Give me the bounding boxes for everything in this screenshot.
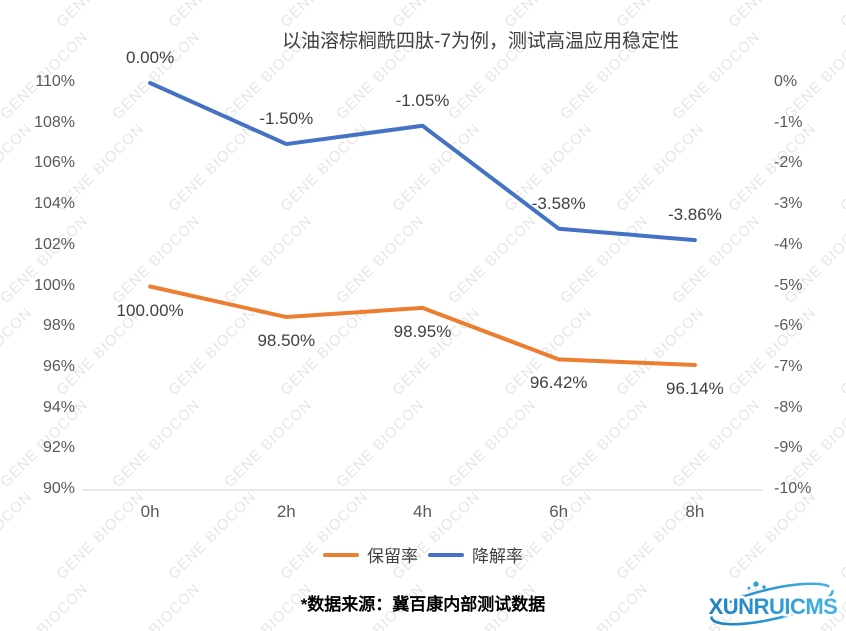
- y-axis-left-tick: 98%: [42, 317, 75, 335]
- logo-swoosh: [710, 582, 834, 626]
- y-axis-right-tick: -3%: [774, 195, 803, 213]
- data-label: 100.00%: [116, 300, 184, 320]
- legend-label-degradation: 降解率: [472, 547, 523, 566]
- y-axis-left-tick: 92%: [42, 439, 75, 457]
- y-axis-left-tick: 96%: [42, 357, 75, 375]
- data-label: 96.14%: [666, 379, 724, 399]
- legend-item-degradation: 降解率: [428, 542, 523, 567]
- y-axis-right-tick: -10%: [774, 480, 812, 497]
- y-axis-right-tick: -6%: [774, 317, 803, 335]
- y-axis-right-tick: -4%: [774, 235, 803, 253]
- y-axis-right-tick: -7%: [774, 357, 803, 375]
- data-label: 96.42%: [529, 373, 588, 393]
- legend: 保留率 降解率: [0, 542, 846, 567]
- logo-text: XUNRUICMS: [709, 594, 838, 619]
- data-label: -1.05%: [395, 90, 450, 110]
- y-axis-left-tick: 104%: [34, 195, 75, 213]
- retention-line: [148, 284, 697, 368]
- data-label: -3.86%: [667, 205, 722, 225]
- logo-dot: [747, 586, 751, 590]
- legend-label-retention: 保留率: [367, 547, 418, 566]
- logo-dot: [762, 585, 766, 589]
- retention-line-swatch: [323, 552, 359, 557]
- xunruicms-logo: XUNRUICMS: [700, 578, 846, 631]
- data-label: 0.00%: [125, 48, 175, 67]
- source-note: *数据来源：冀百康内部测试数据: [300, 595, 546, 614]
- data-label: 98.95%: [393, 321, 452, 341]
- y-axis-right-tick: -2%: [774, 154, 803, 172]
- y-axis-left-tick: 100%: [34, 276, 75, 294]
- y-axis-left-tick: 94%: [42, 398, 75, 416]
- y-axis-left-tick: 102%: [34, 235, 75, 253]
- x-axis-label: 0h: [140, 502, 160, 521]
- x-axis-label: 8h: [685, 502, 705, 521]
- y-axis-left-tick: 110%: [35, 73, 75, 90]
- data-label: 98.50%: [257, 331, 316, 351]
- xunruicms-logo-svg: XUNRUICMS: [706, 581, 840, 626]
- degradation-line: [148, 81, 697, 243]
- y-axis-right-tick: -8%: [774, 398, 803, 416]
- y-axis-right-tick: 0%: [774, 73, 798, 90]
- y-axis-right-tick: -9%: [774, 439, 803, 457]
- y-axis-left-tick: 108%: [34, 113, 75, 131]
- y-axis-right-tick: -5%: [774, 276, 803, 294]
- y-axis-left-tick: 90%: [42, 480, 75, 497]
- logo-dot: [753, 581, 759, 587]
- legend-item-retention: 保留率: [323, 542, 418, 567]
- data-label: -3.58%: [531, 193, 586, 213]
- data-label: -1.50%: [259, 109, 314, 129]
- x-axis-label: 2h: [276, 502, 296, 521]
- y-axis-right-tick: -1%: [774, 113, 803, 131]
- y-axis-left-tick: 106%: [34, 154, 75, 172]
- degradation-line-swatch: [428, 552, 464, 557]
- chart-title: 以油溶棕榈酰四肽-7为例，测试高温应用稳定性: [282, 31, 679, 52]
- x-axis-label: 6h: [549, 502, 569, 521]
- x-axis-label: 4h: [413, 502, 432, 521]
